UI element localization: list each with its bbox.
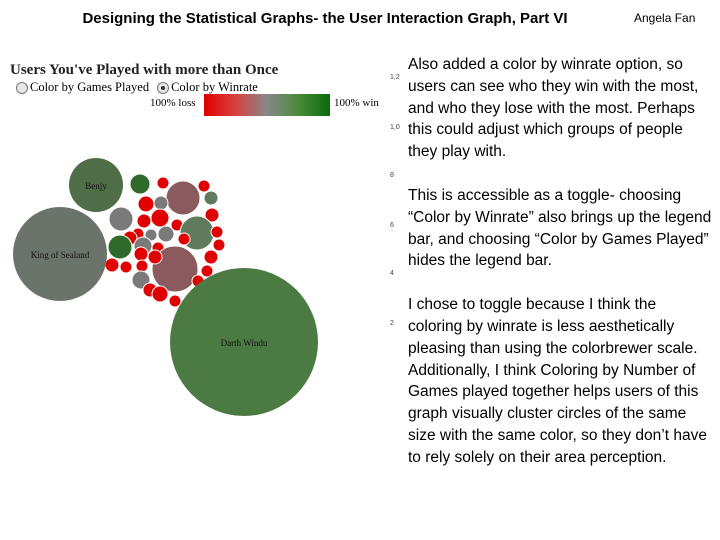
body-text: Also added a color by winrate option, so… (408, 54, 713, 491)
small-bubble[interactable] (151, 285, 169, 303)
small-bubble[interactable] (150, 208, 170, 228)
tick: 6 (390, 222, 394, 229)
small-bubble[interactable] (137, 195, 155, 213)
small-bubble[interactable] (136, 213, 152, 229)
radio-winrate[interactable] (157, 81, 170, 94)
bubble-king-of-sealand[interactable] (13, 207, 107, 301)
legend-high-label: 100% win (334, 97, 379, 109)
small-bubble[interactable] (168, 294, 182, 308)
radio-games-played[interactable] (16, 81, 28, 94)
small-bubble[interactable] (203, 249, 219, 265)
author-name: Angela Fan (634, 11, 696, 25)
small-bubbles-group (104, 173, 226, 308)
paragraph-rationale: I chose to toggle because I think the co… (408, 296, 707, 466)
viz-title: Users You've Played with more than Once (10, 62, 279, 78)
tick: 8 (390, 172, 394, 179)
tick: 4 (390, 270, 394, 277)
small-bubble[interactable] (157, 225, 175, 243)
small-bubble[interactable] (165, 180, 201, 216)
small-bubble[interactable] (177, 232, 191, 246)
small-bubble[interactable] (104, 257, 120, 273)
small-bubble[interactable] (129, 173, 151, 195)
bubble-darth-windu-label: Darth Windu (221, 338, 268, 348)
paragraph-winrate-option: Also added a color by winrate option, so… (408, 56, 699, 161)
small-bubble[interactable] (197, 179, 211, 193)
small-bubble[interactable] (147, 249, 163, 265)
tick: 1,0 (390, 124, 400, 131)
legend-low-label: 100% loss (150, 97, 196, 109)
small-bubble[interactable] (153, 195, 169, 211)
color-mode-toggle: Color by Games Played Color by Winrate (16, 80, 266, 95)
paragraph-toggle: This is accessible as a toggle- choosing… (408, 186, 712, 270)
bubble-king-of-sealand-label: King of Sealand (31, 250, 90, 260)
small-bubble[interactable] (151, 245, 199, 293)
small-bubble[interactable] (107, 234, 133, 260)
radio-games-played-label[interactable]: Color by Games Played (30, 80, 150, 94)
legend-bar (204, 94, 330, 116)
small-bubble[interactable] (212, 238, 226, 252)
small-bubble[interactable] (156, 176, 170, 190)
small-bubble[interactable] (200, 264, 214, 278)
small-bubble[interactable] (210, 225, 224, 239)
small-bubble[interactable] (119, 260, 133, 274)
slide-title: Designing the Statistical Graphs- the Us… (82, 10, 568, 27)
small-bubble[interactable] (204, 207, 220, 223)
bubble-benjy[interactable] (69, 158, 123, 212)
bubble-darth-windu[interactable] (170, 268, 318, 416)
tick: 2 (390, 320, 394, 327)
small-bubble[interactable] (108, 206, 134, 232)
bubble-chart: Benjy King of Sealand Darth Windu (13, 158, 318, 416)
small-bubble[interactable] (203, 190, 219, 206)
radio-winrate-label[interactable]: Color by Winrate (171, 80, 258, 94)
small-bubble[interactable] (133, 246, 149, 262)
bubble-benjy-label: Benjy (85, 181, 107, 191)
small-bubble[interactable] (135, 259, 149, 273)
tick: 1,2 (390, 74, 400, 81)
